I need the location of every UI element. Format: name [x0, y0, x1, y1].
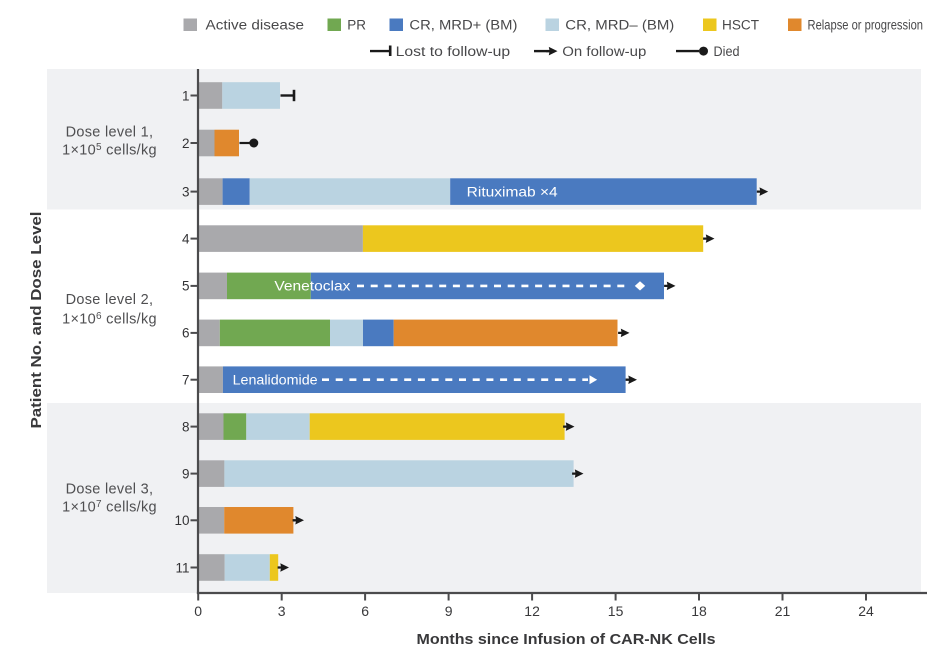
svg-text:4: 4	[182, 231, 190, 246]
svg-text:CR, MRD– (BM): CR, MRD– (BM)	[565, 18, 674, 33]
svg-text:7: 7	[182, 373, 190, 388]
svg-text:12: 12	[524, 603, 540, 619]
svg-text:Dose level 1,: Dose level 1,	[66, 125, 154, 141]
svg-text:11: 11	[175, 560, 189, 575]
svg-text:Lost to follow-up: Lost to follow-up	[396, 44, 511, 59]
svg-text:Venetoclax: Venetoclax	[274, 279, 350, 294]
svg-text:21: 21	[775, 603, 791, 619]
svg-text:5: 5	[182, 279, 190, 294]
svg-text:6: 6	[361, 603, 369, 619]
svg-text:Patient No. and Dose Level: Patient No. and Dose Level	[29, 212, 45, 429]
svg-text:Active disease: Active disease	[206, 18, 305, 33]
svg-text:6: 6	[182, 326, 190, 341]
svg-text:1×105 cells/kg: 1×105 cells/kg	[62, 142, 157, 159]
svg-text:Months since Infusion of CAR-N: Months since Infusion of CAR-NK Cells	[417, 632, 716, 648]
svg-text:1: 1	[182, 88, 190, 103]
svg-text:Dose level 2,: Dose level 2,	[66, 292, 154, 308]
svg-text:Relapse or progression: Relapse or progression	[808, 18, 924, 33]
svg-text:On follow-up: On follow-up	[562, 44, 646, 59]
svg-text:9: 9	[182, 466, 190, 481]
svg-text:Dose level 3,: Dose level 3,	[66, 482, 154, 498]
svg-text:Rituximab ×4: Rituximab ×4	[467, 184, 559, 199]
svg-text:18: 18	[691, 603, 707, 619]
svg-text:0: 0	[194, 603, 202, 619]
svg-text:15: 15	[608, 603, 624, 619]
svg-text:3: 3	[182, 184, 190, 199]
svg-text:PR: PR	[347, 18, 366, 33]
svg-text:CR, MRD+ (BM): CR, MRD+ (BM)	[409, 18, 517, 33]
svg-text:1×106 cells/kg: 1×106 cells/kg	[62, 311, 157, 328]
svg-text:HSCT: HSCT	[722, 18, 759, 33]
svg-text:8: 8	[182, 419, 190, 434]
svg-text:10: 10	[174, 513, 189, 528]
svg-text:Died: Died	[714, 44, 740, 59]
svg-text:1×107 cells/kg: 1×107 cells/kg	[62, 499, 157, 516]
svg-text:3: 3	[278, 603, 286, 619]
svg-text:Lenalidomide: Lenalidomide	[233, 372, 318, 387]
svg-text:24: 24	[858, 603, 874, 619]
svg-text:2: 2	[182, 136, 190, 151]
svg-text:9: 9	[445, 603, 453, 619]
